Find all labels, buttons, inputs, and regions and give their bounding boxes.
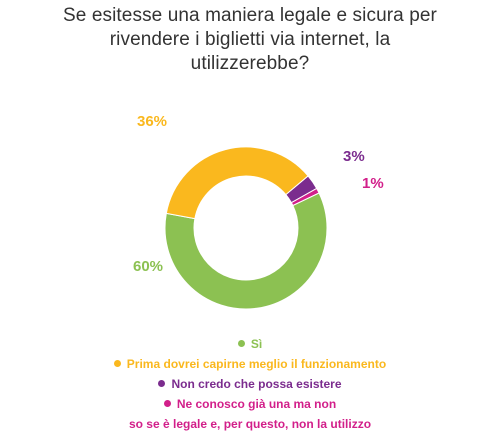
value-label-ne-conosco: 1% xyxy=(362,175,384,192)
legend-label: Sì xyxy=(250,337,263,351)
chart-title: Se esitesse una maniera legale e sicura … xyxy=(10,4,490,76)
donut-slice-si xyxy=(164,192,328,310)
chart-title-line-2: rivendere i biglietti via internet, la xyxy=(109,29,391,50)
legend-item-si: Sì xyxy=(0,334,500,354)
legend-item-ne-conosco: Ne conosco già una ma non so se è legale… xyxy=(0,394,500,434)
legend-label: Non credo che possa esistere xyxy=(171,377,342,391)
legend-dot-icon xyxy=(158,380,166,387)
legend-dot-icon xyxy=(113,360,121,367)
legend-label: Prima dovrei capirne meglio il funzionam… xyxy=(126,357,387,371)
donut-chart xyxy=(164,146,328,310)
legend-dot-icon xyxy=(237,340,245,347)
legend-item-prima-dovrei: Prima dovrei capirne meglio il funzionam… xyxy=(0,354,500,374)
chart-title-line-3: utilizzerebbe? xyxy=(190,53,310,74)
value-label-non-credo: 3% xyxy=(343,148,365,165)
legend-label-line-2: so se è legale e, per questo, non la uti… xyxy=(128,417,372,431)
value-label-prima-dovrei: 36% xyxy=(137,113,168,130)
legend: Sì Prima dovrei capirne meglio il funzio… xyxy=(0,334,500,434)
chart-title-line-1: Se esitesse una maniera legale e sicura … xyxy=(63,5,437,26)
legend-label: Ne conosco già una ma non xyxy=(176,397,337,411)
legend-dot-icon xyxy=(163,400,171,407)
legend-item-non-credo: Non credo che possa esistere xyxy=(0,374,500,394)
donut-slice-prima-dovrei xyxy=(165,146,309,220)
value-label-si: 60% xyxy=(133,258,164,275)
